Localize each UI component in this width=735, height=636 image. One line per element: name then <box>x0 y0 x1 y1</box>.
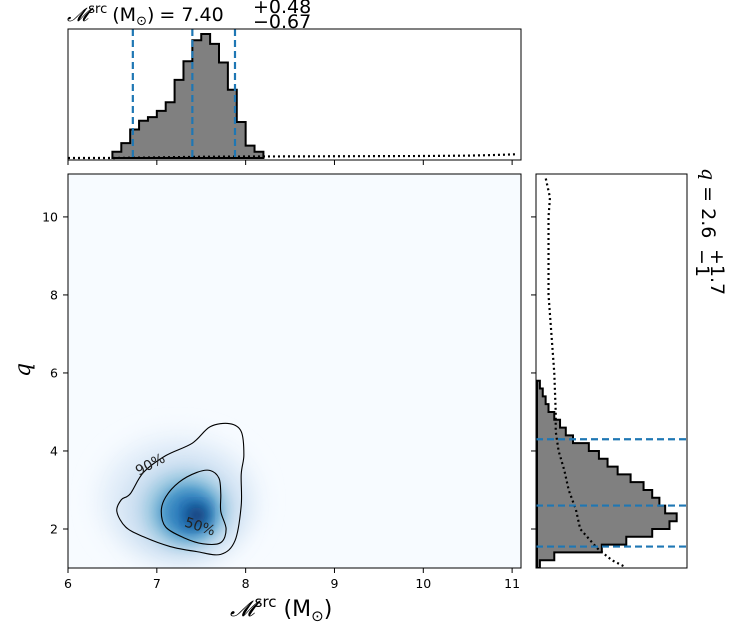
top-axes-frame <box>67 28 522 161</box>
contour-50 <box>160 469 227 546</box>
top-title-superscript: src <box>88 2 107 17</box>
x-label-unit-close: ) <box>324 597 333 622</box>
top-title-symbol: 𝓜 <box>67 4 94 26</box>
top-marginal-panel: 𝓜src (M⊙) = 7.40 +0.48 −0.67 <box>67 0 522 165</box>
top-histogram <box>111 33 265 159</box>
x-tick-label-5: 11 <box>504 576 520 591</box>
x-axis-label: 𝓜src (M⊙) <box>230 593 332 625</box>
main-x-ticks: 6 7 8 9 10 11 <box>64 568 520 591</box>
density-heatmap <box>98 435 258 565</box>
right-axes-frame <box>535 173 688 569</box>
y-tick-label-2: 6 <box>50 365 58 380</box>
right-title: q = 2.6 +1.7 −1 <box>691 168 728 295</box>
top-title-unit-sub: ⊙ <box>136 14 147 29</box>
right-y-ticks <box>531 216 536 530</box>
y-tick-label-3: 8 <box>50 287 58 302</box>
x-tick-label-0: 6 <box>64 576 72 591</box>
x-tick-label-1: 7 <box>153 576 161 591</box>
top-prior-curve <box>68 153 517 160</box>
main-axes-frame <box>67 173 522 569</box>
x-label-unit: (M <box>284 597 312 622</box>
right-title-plus: +1.7 <box>706 249 728 295</box>
x-label-unit-sub: ⊙ <box>311 607 324 625</box>
y-tick-label-0: 2 <box>50 521 58 536</box>
right-title-text: q = 2.6 <box>697 168 719 238</box>
x-tick-label-3: 9 <box>330 576 338 591</box>
top-title-value: = 7.40 <box>159 4 223 26</box>
top-title-minus: −0.67 <box>253 11 311 33</box>
top-title-unit: (M <box>112 4 136 26</box>
top-title-plus: +0.48 <box>253 0 311 18</box>
y-axis-label: q <box>11 363 36 377</box>
x-label-superscript: src <box>255 593 277 611</box>
right-title-minus: −1 <box>691 249 713 277</box>
right-marginal-panel: q = 2.6 +1.7 −1 <box>531 168 728 569</box>
y-tick-label-1: 4 <box>50 443 58 458</box>
x-tick-label-4: 10 <box>415 576 431 591</box>
density-peak <box>187 506 206 525</box>
contour-90 <box>116 422 245 556</box>
x-tick-label-2: 8 <box>242 576 250 591</box>
right-histogram <box>536 379 678 568</box>
right-title-symbol: q <box>697 168 719 180</box>
top-title-unit-close: ) <box>147 4 154 26</box>
top-x-ticks <box>67 160 513 165</box>
y-tick-label-4: 10 <box>42 209 58 224</box>
main-y-ticks: 2 4 6 8 10 <box>42 209 68 536</box>
top-title: 𝓜src (M⊙) = 7.40 <box>67 2 224 29</box>
right-title-value: = 2.6 <box>697 186 719 238</box>
